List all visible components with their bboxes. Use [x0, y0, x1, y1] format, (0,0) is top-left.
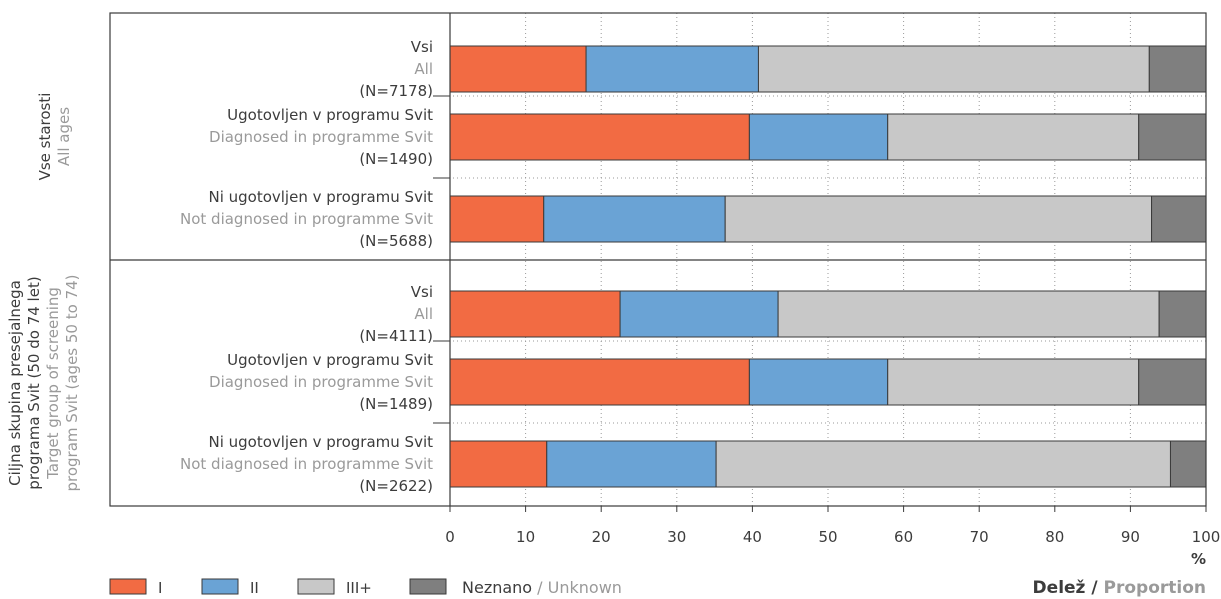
- x-tick-label-100: 100: [1192, 528, 1221, 546]
- bar-label-sub-g1-b1: Diagnosed in programme Svit: [209, 373, 433, 391]
- bar-segment-g1-b0-s1: [619, 290, 779, 338]
- bar-label-sub-g0-b2: Not diagnosed in programme Svit: [180, 210, 433, 228]
- bar-label-sub-g0-b1: Diagnosed in programme Svit: [209, 128, 433, 146]
- legend-swatch-3: [409, 578, 447, 595]
- x-tick-label-60: 60: [894, 528, 913, 546]
- bar-segment-g1-b1-s3: [1138, 358, 1207, 406]
- bar-label-main-g0-b2: Ni ugotovljen v programu Svit: [208, 188, 433, 206]
- bar-segment-g1-b2-s3: [1169, 440, 1207, 488]
- bar-segment-g0-b0-s2: [757, 45, 1150, 93]
- x-tick-label-20: 20: [592, 528, 611, 546]
- bar-segment-g1-b0-s2: [777, 290, 1160, 338]
- legend-swatch-0: [109, 578, 147, 595]
- group-label-sub-0: All ages: [55, 107, 73, 166]
- bar-segment-g0-b0-s0: [449, 45, 587, 93]
- bar-segment-g0-b1-s0: [449, 113, 750, 161]
- bar-label-sub-g1-b0: All: [414, 305, 433, 323]
- bar-segment-g1-b2-s1: [546, 440, 717, 488]
- legend-swatch-2: [297, 578, 335, 595]
- bar-segment-g1-b2-s2: [715, 440, 1171, 488]
- bar-label-main-g1-b2: Ni ugotovljen v programu Svit: [208, 433, 433, 451]
- bar-segment-g0-b1-s3: [1138, 113, 1207, 161]
- bar-segment-g1-b2-s0: [449, 440, 548, 488]
- bar-label-n-g0-b1: (N=1490): [359, 150, 433, 168]
- x-tick-label-10: 10: [516, 528, 535, 546]
- group-label-sub-1-line-1: program Svit (ages 50 to 74): [63, 274, 81, 491]
- x-tick-label-50: 50: [818, 528, 837, 546]
- bar-segment-g1-b0-s0: [449, 290, 621, 338]
- group-label-main-0: Vse starosti: [36, 93, 54, 181]
- bar-label-n-g1-b2: (N=2622): [359, 477, 433, 495]
- legend-swatch-1: [201, 578, 239, 595]
- bar-segment-g1-b0-s3: [1158, 290, 1207, 338]
- bar-segment-g0-b2-s0: [449, 195, 545, 243]
- bar-segment-g1-b1-s1: [748, 358, 889, 406]
- bar-label-n-g1-b0: (N=4111): [359, 327, 433, 345]
- bar-label-n-g0-b2: (N=5688): [359, 232, 433, 250]
- bar-segment-g1-b1-s0: [449, 358, 750, 406]
- bar-segment-g0-b2-s2: [724, 195, 1153, 243]
- bar-label-main-g0-b0: Vsi: [411, 38, 433, 56]
- x-tick-label-80: 80: [1045, 528, 1064, 546]
- legend-label-2: III+: [346, 579, 372, 597]
- x-tick-label-40: 40: [743, 528, 762, 546]
- bar-label-n-g0-b0: (N=7178): [359, 82, 433, 100]
- bar-segment-g0-b1-s1: [748, 113, 889, 161]
- bar-label-main-g0-b1: Ugotovljen v programu Svit: [227, 106, 433, 124]
- group-label-main-1-line-1: programa Svit (50 do 74 let): [25, 276, 43, 489]
- bar-segment-g0-b2-s1: [543, 195, 726, 243]
- x-tick-label-0: 0: [445, 528, 455, 546]
- x-axis-title: Delež / Proportion: [1033, 578, 1206, 598]
- legend-label-1: II: [250, 579, 259, 597]
- bar-label-n-g1-b1: (N=1489): [359, 395, 433, 413]
- bar-label-main-g1-b1: Ugotovljen v programu Svit: [227, 351, 433, 369]
- x-tick-label-70: 70: [970, 528, 989, 546]
- bar-segment-g0-b2-s3: [1151, 195, 1207, 243]
- bar-segment-g1-b1-s2: [887, 358, 1140, 406]
- legend-label-3: Neznano / Unknown: [462, 578, 622, 597]
- legend-label-0: I: [158, 579, 162, 597]
- bar-label-sub-g1-b2: Not diagnosed in programme Svit: [180, 455, 433, 473]
- group-label-sub-1-line-0: Target group of screening: [44, 287, 62, 480]
- bar-segment-g0-b1-s2: [887, 113, 1140, 161]
- group-label-main-1-line-0: Ciljna skupina presejalnega: [6, 280, 24, 486]
- bar-label-sub-g0-b0: All: [414, 60, 433, 78]
- x-tick-label-30: 30: [667, 528, 686, 546]
- bar-label-main-g1-b0: Vsi: [411, 283, 433, 301]
- bar-segment-g0-b0-s3: [1148, 45, 1207, 93]
- x-tick-label-90: 90: [1121, 528, 1140, 546]
- x-unit-label: %: [1191, 550, 1206, 568]
- bar-segment-g0-b0-s1: [585, 45, 759, 93]
